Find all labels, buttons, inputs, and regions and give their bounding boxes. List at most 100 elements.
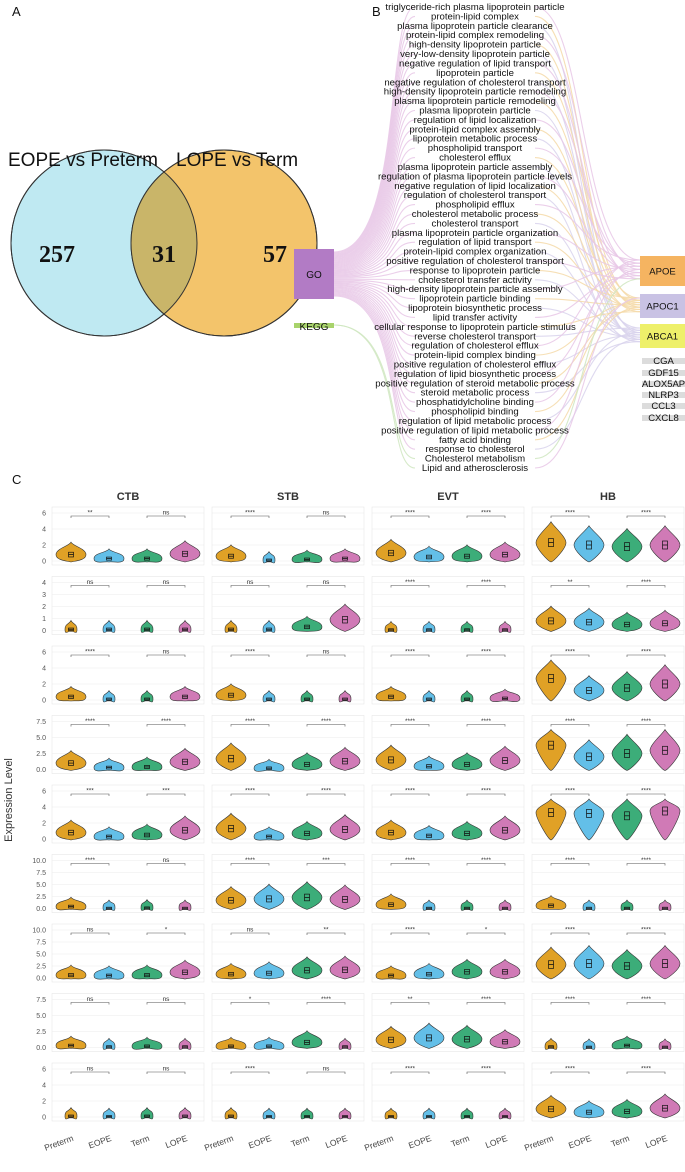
- significance-bracket: [70, 724, 110, 727]
- significance-bracket: [390, 793, 430, 796]
- violin-preterm: [375, 685, 407, 702]
- significance-bracket: [626, 654, 666, 657]
- x-tick-label: EOPE: [567, 1133, 593, 1151]
- sankey-term[interactable]: phospholipid efflux: [435, 200, 515, 211]
- gene-node-nlrp3[interactable]: [642, 392, 685, 398]
- gene-node-cga[interactable]: [642, 358, 685, 364]
- significance-bracket: [626, 793, 666, 796]
- sankey-term[interactable]: cholesterol transfer activity: [418, 275, 532, 286]
- significance-bracket: [306, 654, 346, 657]
- sankey-term[interactable]: lipoprotein particle binding: [419, 294, 530, 305]
- y-tick-label: 2.5: [36, 1029, 46, 1036]
- violin-eope: [262, 550, 276, 564]
- significance-bracket: [550, 793, 590, 796]
- sankey-term[interactable]: high-density lipoprotein particle assemb…: [387, 284, 563, 295]
- sankey-term[interactable]: Lipid and atherosclerosis: [422, 463, 528, 474]
- sankey-link-gene: [534, 15, 641, 301]
- sankey-term[interactable]: steroid metabolic process: [421, 388, 530, 399]
- sankey-term[interactable]: regulation of cholesterol efflux: [411, 341, 538, 352]
- sankey-term[interactable]: regulation of lipid transport: [418, 237, 531, 248]
- y-tick-label: 7.5: [36, 719, 46, 726]
- significance-bracket: [230, 863, 270, 866]
- violin-eope: [573, 798, 605, 841]
- kegg-node[interactable]: [294, 323, 334, 328]
- sankey-term[interactable]: response to cholesterol: [425, 444, 524, 455]
- sankey-term[interactable]: cholesterol efflux: [439, 153, 511, 164]
- sankey-term[interactable]: positive regulation of lipid metabolic p…: [381, 425, 569, 436]
- sankey-link-source: [333, 100, 416, 262]
- significance-label: *: [165, 927, 168, 934]
- sankey-term[interactable]: cholesterol metabolic process: [412, 209, 539, 220]
- sankey-term[interactable]: plasma lipoprotein particle assembly: [398, 162, 553, 173]
- gene-node-apoe[interactable]: [640, 256, 685, 286]
- gene-node-gdf15[interactable]: [642, 370, 685, 376]
- significance-bracket: [146, 585, 186, 588]
- gene-node-alox5ap[interactable]: [642, 381, 685, 387]
- violin-lope: [649, 798, 681, 841]
- significance-label: ****: [85, 718, 96, 725]
- significance-label: ****: [641, 579, 652, 586]
- sankey-term[interactable]: plasma lipoprotein particle: [419, 105, 530, 116]
- sankey-term[interactable]: regulation of lipid biosynthetic process: [394, 369, 556, 380]
- sankey-term[interactable]: protein-lipid complex remodeling: [406, 30, 544, 41]
- sankey-term[interactable]: phosphatidylcholine binding: [416, 397, 534, 408]
- sankey-term[interactable]: regulation of cholesterol transport: [404, 190, 547, 201]
- significance-label: ns: [163, 1066, 171, 1073]
- sankey-link-source: [333, 289, 416, 394]
- sankey-term[interactable]: negative regulation of cholesterol trans…: [384, 77, 566, 88]
- significance-bracket: [626, 585, 666, 588]
- significance-bracket: [626, 932, 666, 935]
- gene-node-abca1[interactable]: [640, 324, 685, 348]
- sankey-term[interactable]: positive regulation of cholesterol trans…: [386, 256, 564, 267]
- sankey-term[interactable]: regulation of plasma lipoprotein particl…: [378, 171, 572, 182]
- sankey-term[interactable]: very-low-density lipoprotein particle: [400, 49, 550, 60]
- sankey-term[interactable]: protein-lipid complex assembly: [409, 124, 540, 135]
- sankey-term[interactable]: phospholipid binding: [431, 407, 518, 418]
- y-tick-label: 0.0: [36, 1045, 46, 1052]
- sankey-term[interactable]: lipoprotein metabolic process: [413, 134, 537, 145]
- sankey-term[interactable]: positive regulation of steroid metabolic…: [375, 378, 575, 389]
- gene-node-apoc1[interactable]: [640, 294, 685, 318]
- sankey-term[interactable]: positive regulation of cholesterol efflu…: [394, 360, 557, 371]
- significance-bracket: [626, 863, 666, 866]
- significance-label: ****: [641, 649, 652, 656]
- sankey-term[interactable]: cellular response to lipoprotein particl…: [374, 322, 576, 333]
- significance-label: ****: [641, 927, 652, 934]
- sankey-term[interactable]: regulation of lipid localization: [414, 115, 537, 126]
- go-node[interactable]: [294, 249, 334, 299]
- gene-node-ccl3[interactable]: [642, 403, 685, 409]
- sankey-link-source: [333, 287, 416, 366]
- significance-bracket: [306, 585, 346, 588]
- sankey-term[interactable]: cholesterol transport: [432, 218, 519, 229]
- venn-left-count: 257: [39, 242, 75, 268]
- sankey-term[interactable]: protein-lipid complex organization: [404, 247, 547, 258]
- sankey-term[interactable]: response to lipoprotein particle: [410, 265, 541, 276]
- sankey-term[interactable]: lipoprotein particle: [436, 68, 514, 79]
- sankey-term[interactable]: regulation of lipid metabolic process: [399, 416, 552, 427]
- sankey-term[interactable]: fatty acid binding: [439, 435, 511, 446]
- sankey-term[interactable]: high-density lipoprotein particle remode…: [384, 87, 566, 98]
- significance-bracket: [390, 654, 430, 657]
- sankey-term[interactable]: high-density lipoprotein particle: [409, 40, 541, 51]
- sankey-term[interactable]: negative regulation of lipid localizatio…: [394, 181, 556, 192]
- violin-preterm: [375, 965, 407, 980]
- sankey-term[interactable]: plasma lipoprotein particle remodeling: [394, 96, 556, 107]
- sankey-term[interactable]: Cholesterol metabolism: [425, 454, 525, 465]
- gene-node-cxcl8[interactable]: [642, 415, 685, 421]
- sankey-term[interactable]: phospholipid transport: [428, 143, 523, 154]
- significance-label: ****: [481, 996, 492, 1003]
- sankey-link-source: [333, 222, 416, 275]
- significance-label: ****: [245, 1066, 256, 1073]
- sankey-term[interactable]: lipoprotein biosynthetic process: [408, 303, 542, 314]
- significance-bracket: [230, 1071, 270, 1074]
- sankey-term[interactable]: lipid transfer activity: [433, 312, 517, 323]
- sankey-term[interactable]: negative regulation of lipid transport: [399, 58, 551, 69]
- sankey-term[interactable]: reverse cholesterol transport: [414, 331, 536, 342]
- violin-eope: [413, 1022, 445, 1049]
- sankey-term[interactable]: protein-lipid complex: [431, 11, 519, 22]
- sankey-term[interactable]: plasma lipoprotein particle clearance: [397, 21, 553, 32]
- sankey-term[interactable]: plasma lipoprotein particle organization: [392, 228, 558, 239]
- x-tick-label: Preterm: [43, 1133, 75, 1153]
- sankey-term[interactable]: protein-lipid complex binding: [414, 350, 536, 361]
- sankey-term[interactable]: triglyceride-rich plasma lipoprotein par…: [385, 2, 564, 13]
